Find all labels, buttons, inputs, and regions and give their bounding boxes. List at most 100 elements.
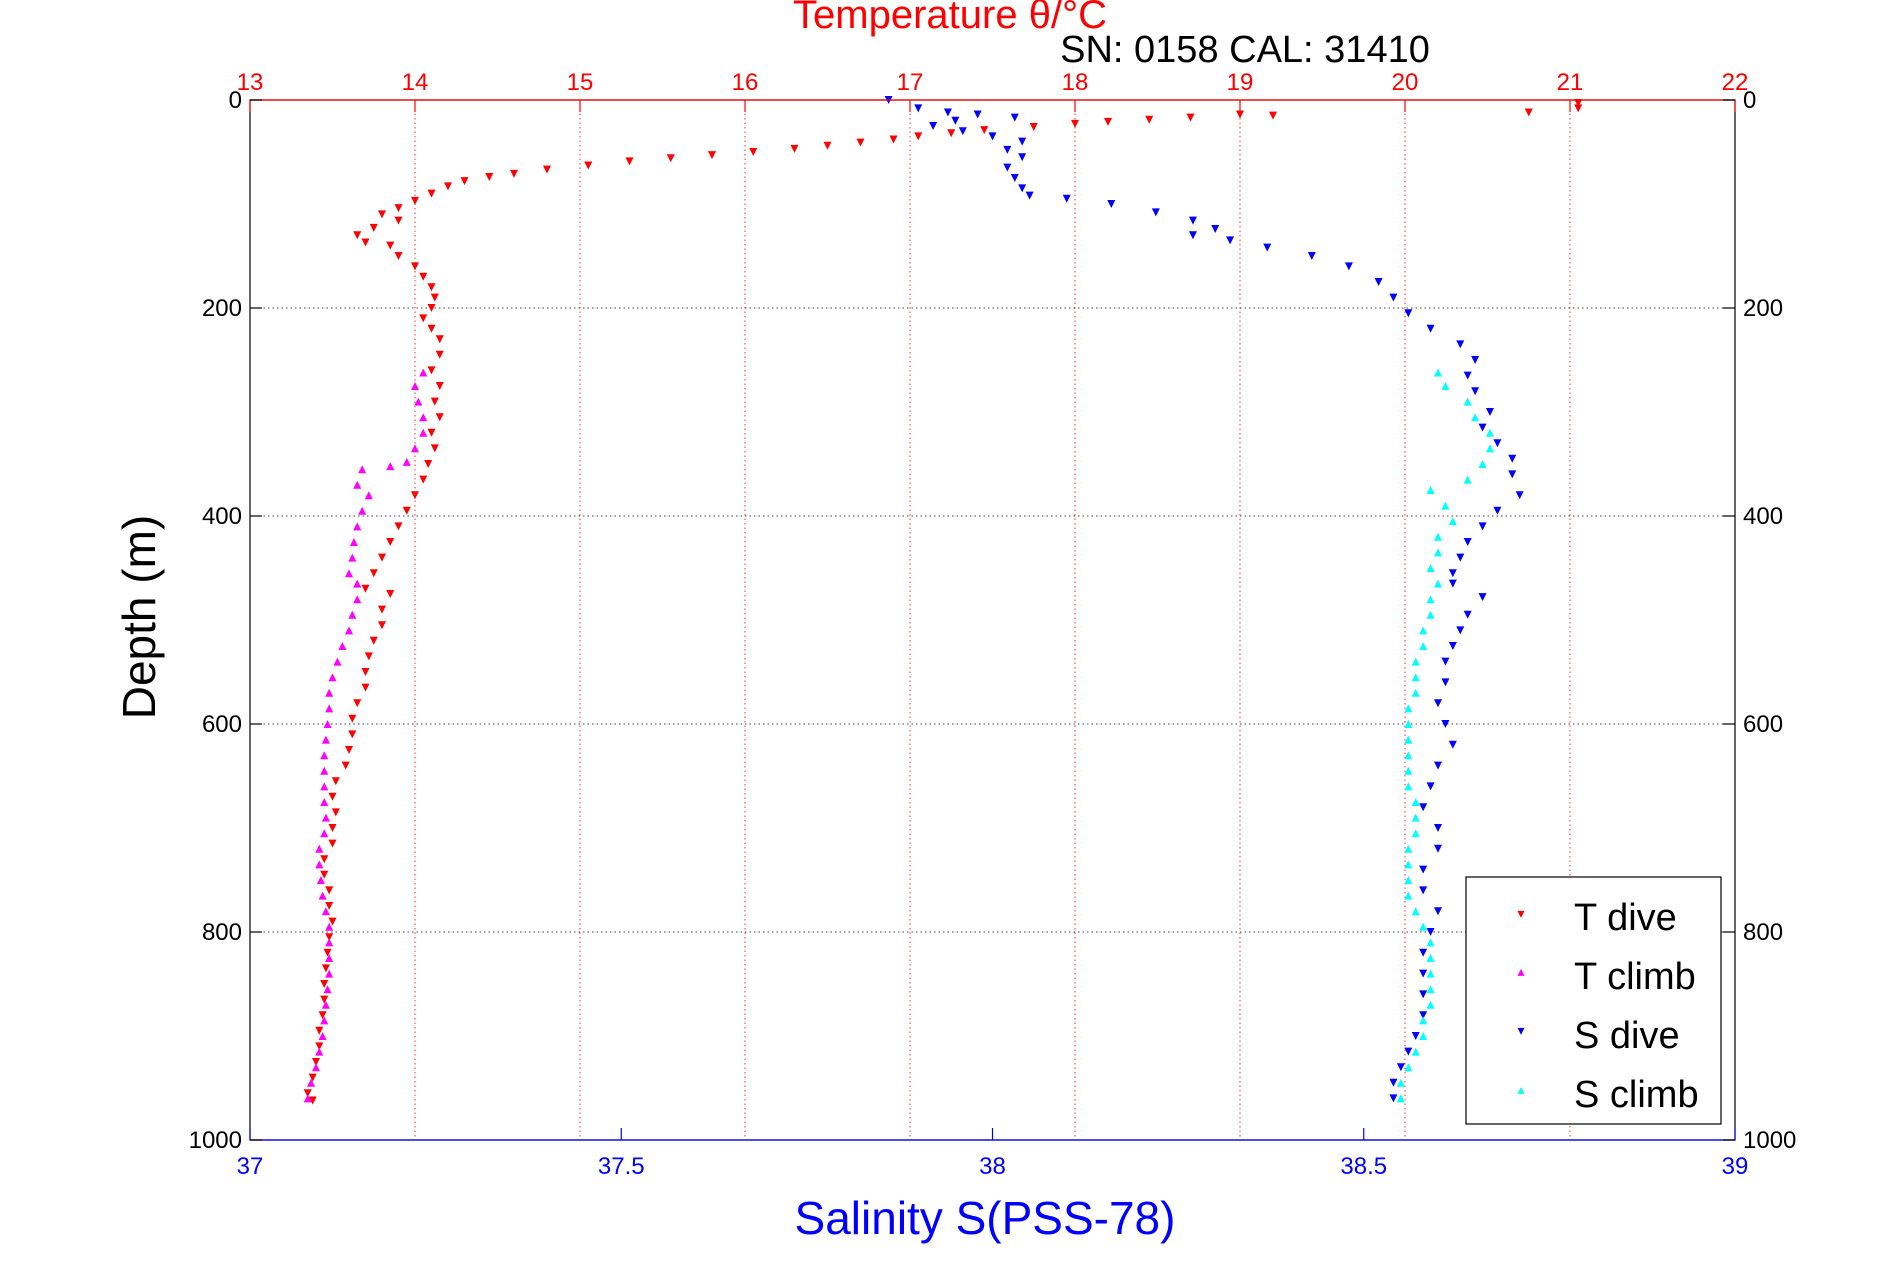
data-point (1426, 782, 1435, 791)
data-point (1448, 642, 1457, 650)
data-point (947, 129, 956, 138)
data-point (386, 241, 395, 250)
data-point (318, 891, 327, 900)
data-point (427, 304, 436, 312)
data-point (1186, 113, 1195, 122)
data-point (345, 626, 353, 635)
data-point (1434, 699, 1442, 708)
data-point (1471, 356, 1480, 364)
data-point (1389, 293, 1398, 302)
data-point (1404, 751, 1413, 760)
depth-tick-label-left: 400 (202, 503, 242, 530)
data-point (331, 808, 340, 817)
salinity-tick-label: 38 (979, 1153, 1006, 1180)
data-point (1188, 231, 1197, 240)
data-point (325, 938, 334, 947)
data-point (958, 127, 967, 136)
data-point (321, 907, 330, 916)
data-point (320, 855, 329, 864)
data-point (1574, 99, 1583, 108)
data-point (1411, 688, 1420, 697)
legend-marker-t-climb: ▴ (1517, 963, 1524, 979)
data-points (303, 96, 1583, 1105)
data-point (1434, 579, 1442, 588)
data-point (394, 204, 403, 213)
data-point (1411, 907, 1420, 916)
data-point (328, 792, 337, 801)
data-point (625, 157, 634, 166)
data-point (386, 538, 395, 546)
data-point (1426, 1000, 1435, 1009)
data-point (394, 252, 403, 260)
data-point (315, 1047, 324, 1056)
data-point (929, 122, 938, 130)
data-point (427, 283, 436, 292)
data-point (1404, 782, 1413, 791)
data-point (1419, 1011, 1428, 1020)
data-point (318, 1011, 327, 1020)
data-point (1434, 824, 1442, 832)
salinity-tick-label: 39 (1722, 1153, 1749, 1180)
data-point (1419, 969, 1428, 978)
data-point (394, 216, 403, 225)
data-point (1411, 1032, 1420, 1040)
data-point (325, 954, 334, 962)
data-point (584, 161, 593, 170)
data-point (1411, 657, 1420, 666)
data-point (543, 165, 551, 174)
data-point (394, 522, 403, 531)
data-point (980, 126, 989, 135)
data-point (1236, 110, 1244, 119)
data-point (1145, 115, 1154, 124)
data-point (1426, 595, 1435, 604)
data-point (1419, 626, 1428, 635)
data-point (414, 397, 423, 406)
data-point (1478, 522, 1487, 531)
data-point (1426, 610, 1435, 619)
data-point (361, 683, 370, 692)
data-point (369, 569, 378, 578)
data-point (435, 335, 444, 344)
data-point (1404, 1063, 1413, 1072)
data-point (1478, 423, 1487, 432)
data-point (325, 886, 334, 895)
data-point (358, 465, 367, 474)
temperature-tick-label: 19 (1227, 69, 1254, 96)
data-point (349, 538, 358, 546)
data-point (510, 169, 518, 178)
data-point (328, 824, 337, 832)
data-point (427, 324, 436, 333)
data-point (323, 985, 332, 994)
data-point (318, 1032, 327, 1040)
legend-marker-s-dive: ▾ (1517, 1022, 1524, 1038)
data-point (378, 210, 386, 219)
data-point (1493, 439, 1502, 448)
data-point (402, 457, 411, 466)
data-point (1463, 610, 1472, 619)
data-point (321, 1000, 330, 1009)
data-point (419, 272, 428, 281)
data-point (1426, 969, 1435, 978)
data-point (353, 595, 362, 604)
temperature-tick-label: 18 (1062, 69, 1089, 96)
data-point (1434, 368, 1442, 377)
data-point (419, 428, 428, 437)
data-point (323, 948, 332, 957)
series-s-dive (884, 96, 1524, 1103)
data-point (1426, 938, 1435, 947)
data-point (1419, 803, 1428, 812)
data-point (315, 1042, 324, 1051)
series-t-dive (303, 99, 1583, 1105)
data-point (308, 1073, 317, 1082)
data-point (320, 1016, 329, 1025)
data-point (325, 922, 334, 931)
data-point (316, 876, 325, 884)
temperature-tick-label: 20 (1392, 69, 1419, 96)
data-point (419, 413, 428, 422)
data-point (427, 189, 436, 198)
legend-label-t-climb: T climb (1574, 956, 1696, 998)
data-point (1426, 954, 1435, 962)
data-point (1419, 922, 1428, 931)
data-point (1485, 428, 1494, 437)
data-point (364, 652, 373, 661)
